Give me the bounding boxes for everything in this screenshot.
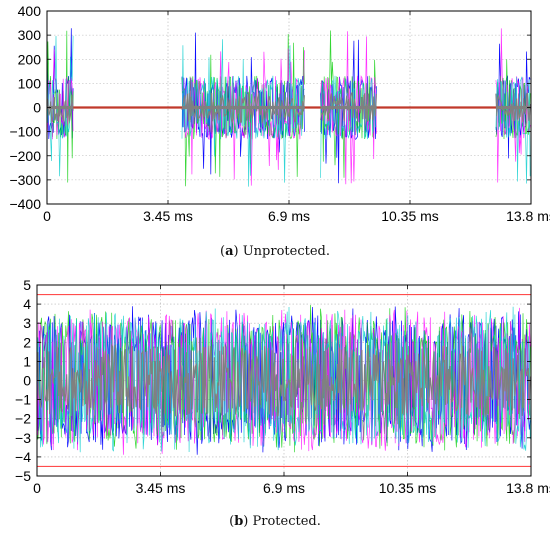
x-tick-label: 10.35 ms	[379, 480, 437, 496]
y-tick-label: −1	[15, 392, 31, 408]
y-tick-label: 5	[23, 277, 31, 293]
y-tick-label: 4	[23, 296, 31, 312]
y-tick-label: 1	[23, 353, 31, 369]
caption-b: (b) Protected.	[229, 514, 321, 529]
y-tick-label: −400	[9, 196, 41, 212]
x-tick-label: 3.45 ms	[143, 208, 193, 224]
y-tick-label: 2	[23, 334, 31, 350]
signal-traces	[36, 304, 531, 455]
burst-core	[47, 105, 74, 110]
caption-b-label: b	[234, 514, 244, 529]
x-tick-label: 6.9 ms	[268, 208, 310, 224]
signal-series-4	[36, 343, 531, 417]
x-tick-label: 13.8 ms	[506, 480, 550, 496]
x-tick-label: 0	[33, 480, 41, 496]
y-tick-label: 0	[33, 100, 41, 116]
signal-series-4	[46, 91, 531, 125]
burst-core	[182, 105, 305, 110]
burst-core	[495, 105, 531, 110]
y-tick-label: −3	[15, 430, 31, 446]
y-tick-label: −200	[9, 148, 41, 164]
y-tick-label: 100	[18, 75, 42, 91]
x-tick-label: 6.9 ms	[263, 480, 305, 496]
caption-a-text: Unprotected.	[238, 244, 330, 259]
caption-a-label: a	[225, 244, 234, 259]
x-tick-label: 13.8 ms	[506, 208, 550, 224]
y-tick-label: −2	[15, 411, 31, 427]
x-tick-label: 0	[43, 208, 51, 224]
caption-a: (a) Unprotected.	[220, 244, 330, 259]
y-tick-label: 400	[18, 3, 42, 19]
y-tick-label: 3	[23, 315, 31, 331]
caption-b-text: Protected.	[248, 514, 321, 529]
y-tick-label: −300	[9, 172, 41, 188]
x-tick-label: 3.45 ms	[136, 480, 186, 496]
signal-series-2	[46, 28, 531, 186]
y-tick-label: 200	[18, 51, 42, 67]
y-tick-label: −4	[15, 449, 31, 465]
signal-traces	[46, 28, 531, 187]
signal-series-3	[46, 35, 531, 187]
y-tick-label: 0	[23, 373, 31, 389]
burst-core	[320, 105, 377, 110]
y-tick-label: −100	[9, 124, 41, 140]
x-tick-label: 10.35 ms	[381, 208, 439, 224]
signal-series-3	[36, 306, 531, 453]
y-tick-label: 300	[18, 27, 42, 43]
y-tick-label: −5	[15, 468, 31, 484]
